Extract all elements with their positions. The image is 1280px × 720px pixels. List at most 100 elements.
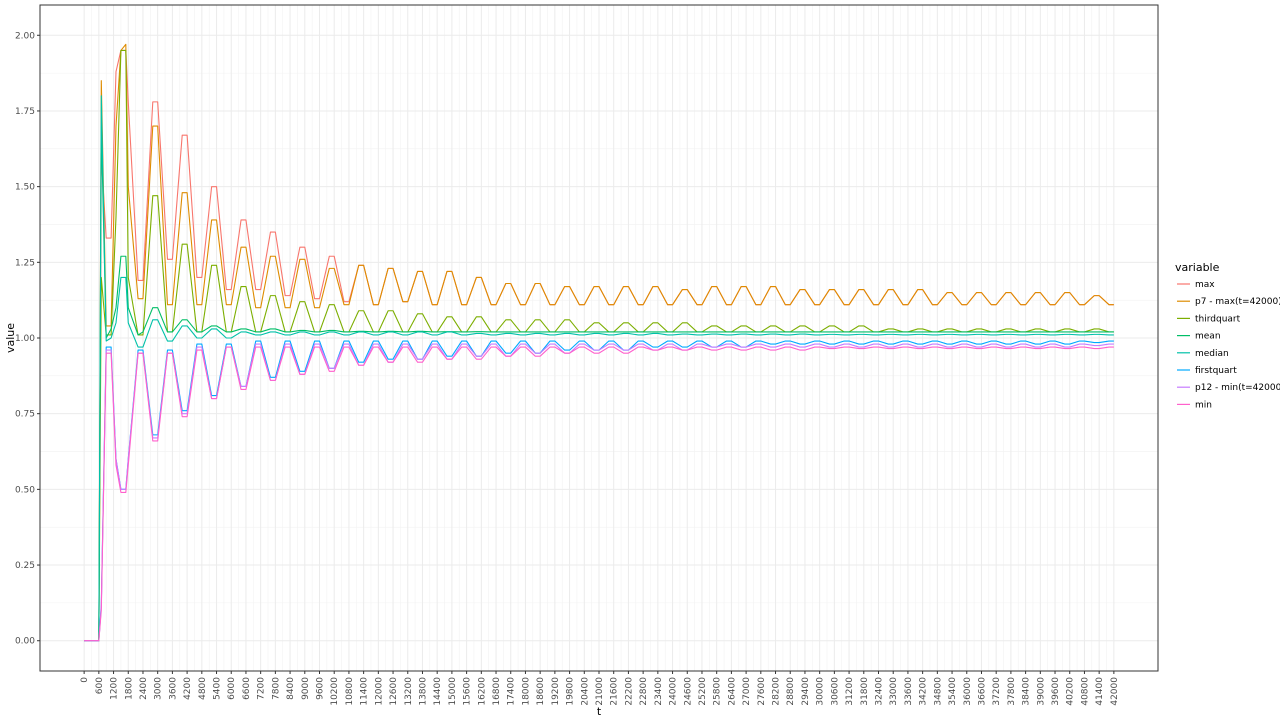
x-tick-label: 18000: [521, 677, 531, 706]
x-tick-label: 9000: [301, 677, 311, 700]
legend-label: firstquart: [1195, 366, 1237, 376]
x-tick-label: 22800: [639, 677, 649, 706]
x-tick-label: 4200: [183, 677, 193, 700]
x-tick-label: 35400: [948, 677, 958, 706]
legend-label: thirdquart: [1195, 314, 1241, 324]
x-tick-label: 10800: [345, 677, 355, 706]
y-tick-label: 1.75: [15, 107, 35, 117]
x-tick-label: 13800: [418, 677, 428, 706]
x-tick-label: 33600: [904, 677, 914, 706]
series-line-median: [84, 95, 1114, 642]
x-tick-label: 25800: [713, 677, 723, 706]
x-tick-label: 21000: [595, 677, 605, 706]
x-tick-label: 5400: [213, 677, 223, 700]
x-tick-label: 19200: [551, 677, 561, 706]
y-tick-label: 1.00: [15, 334, 35, 344]
x-tick-label: 2400: [139, 677, 149, 700]
x-tick-label: 34800: [933, 677, 943, 706]
y-tick-label: 0.50: [15, 485, 35, 495]
y-axis: 0.00 0.25 0.50 0.75 1.00 1.25 1.50 1.75 2.00: [15, 31, 40, 647]
x-tick-label: 37800: [1007, 677, 1017, 706]
x-tick-label: 30600: [830, 677, 840, 706]
legend-label: p12 - min(t=42000): [1195, 383, 1280, 393]
y-tick-label: 0.00: [15, 637, 35, 647]
x-tick-label: 15000: [448, 677, 458, 706]
x-tick-label: 32400: [875, 677, 885, 706]
x-tick-label: 12600: [389, 677, 399, 706]
x-tick-label: 37200: [992, 677, 1002, 706]
x-tick-label: 1800: [124, 677, 134, 700]
x-tick-label: 600: [95, 677, 105, 694]
x-tick-label: 7200: [257, 677, 267, 700]
x-tick-label: 27000: [742, 677, 752, 706]
x-tick-label: 27600: [757, 677, 767, 706]
x-tick-label: 24000: [669, 677, 679, 706]
x-tick-label: 0: [80, 677, 90, 683]
legend-label: mean: [1195, 332, 1221, 342]
x-tick-label: 24600: [683, 677, 693, 706]
x-tick-label: 23400: [654, 677, 664, 706]
x-tick-label: 19800: [566, 677, 576, 706]
x-tick-label: 1200: [110, 677, 120, 700]
series-line-mean: [84, 125, 1114, 642]
x-tick-label: 41400: [1095, 677, 1105, 706]
x-tick-label: 15600: [463, 677, 473, 706]
x-tick-label: 39000: [1036, 677, 1046, 706]
series-line-p12-min-t-42000-: [84, 343, 1114, 642]
y-tick-label: 0.75: [15, 410, 35, 420]
y-tick-label: 1.25: [15, 258, 35, 268]
x-tick-label: 10200: [330, 677, 340, 706]
x-tick-label: 26400: [727, 677, 737, 706]
x-tick-label: 25200: [698, 677, 708, 706]
x-tick-label: 12000: [374, 677, 384, 706]
legend-label: p7 - max(t=42000): [1195, 297, 1280, 307]
legend-label: max: [1195, 280, 1215, 290]
x-tick-label: 18600: [536, 677, 546, 706]
x-tick-label: 36600: [977, 677, 987, 706]
x-tick-label: 29400: [801, 677, 811, 706]
major-gridlines: [40, 5, 1158, 671]
x-tick-label: 9600: [316, 677, 326, 700]
x-tick-label: 42000: [1110, 677, 1120, 706]
x-tick-label: 11400: [360, 677, 370, 706]
y-tick-label: 2.00: [15, 31, 35, 41]
x-tick-label: 34200: [919, 677, 929, 706]
x-tick-label: 33000: [889, 677, 899, 706]
x-tick-label: 6600: [242, 677, 252, 700]
x-tick-label: 7800: [271, 677, 281, 700]
x-tick-label: 8400: [286, 677, 296, 700]
x-tick-label: 36000: [963, 677, 973, 706]
x-tick-label: 28200: [772, 677, 782, 706]
legend-label: min: [1195, 400, 1212, 410]
x-tick-label: 17400: [507, 677, 517, 706]
x-tick-label: 3000: [154, 677, 164, 700]
x-axis-title: t: [597, 705, 602, 718]
x-tick-label: 39600: [1051, 677, 1061, 706]
x-tick-label: 28800: [786, 677, 796, 706]
x-tick-label: 30000: [816, 677, 826, 706]
x-tick-label: 31800: [860, 677, 870, 706]
x-tick-label: 20400: [580, 677, 590, 706]
x-tick-label: 16800: [492, 677, 502, 706]
x-tick-label: 14400: [433, 677, 443, 706]
x-tick-label: 31200: [845, 677, 855, 706]
x-axis: 0 600 1200 1800 2400 3000 3600 4200 4800 5400 6000…: [80, 671, 1120, 706]
series-line-thirdquart: [84, 49, 1114, 642]
x-tick-label: 40200: [1066, 677, 1076, 706]
y-axis-title: value: [4, 323, 17, 353]
legend-items: max p7 - max(t=42000) thirdquart mean median…: [1177, 280, 1280, 410]
x-tick-label: 13200: [404, 677, 414, 706]
x-tick-label: 22200: [624, 677, 634, 706]
series-line-min: [84, 346, 1114, 642]
x-tick-label: 21600: [610, 677, 620, 706]
legend-label: median: [1195, 349, 1229, 359]
x-tick-label: 4800: [198, 677, 208, 700]
legend-title: variable: [1175, 261, 1220, 274]
series-layer: [84, 43, 1114, 642]
x-tick-label: 38400: [1022, 677, 1032, 706]
x-tick-label: 3600: [168, 677, 178, 700]
y-tick-label: 1.50: [15, 183, 35, 193]
x-tick-label: 6000: [227, 677, 237, 700]
